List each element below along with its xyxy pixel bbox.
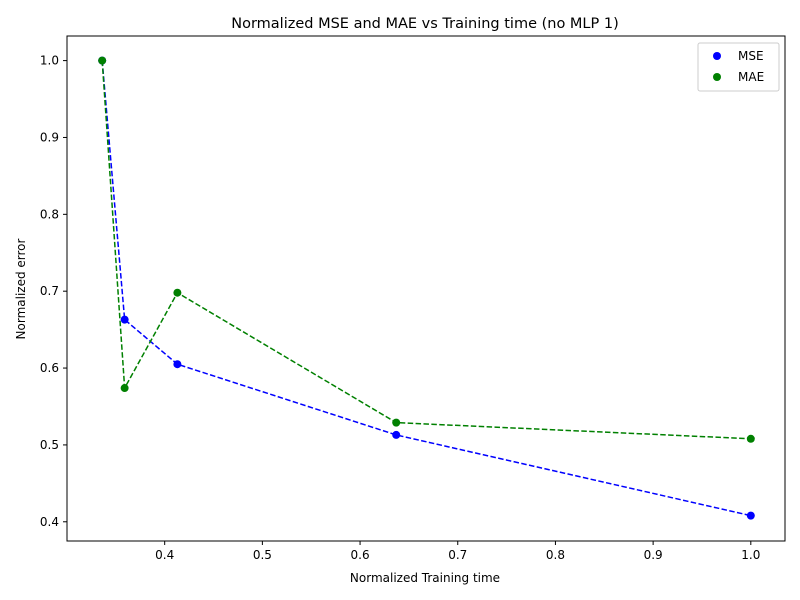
y-tick-label: 0.6 — [40, 361, 59, 375]
x-axis: 0.4 0.5 0.6 0.7 0.8 0.9 1.0 — [155, 541, 760, 562]
y-axis-label: Normalized error — [14, 238, 28, 339]
x-tick-label: 0.6 — [351, 548, 370, 562]
y-tick-label: 0.9 — [40, 130, 59, 144]
x-axis-label: Normalized Training time — [350, 571, 500, 585]
y-tick-label: 0.4 — [40, 515, 59, 529]
x-tick-label: 0.9 — [644, 548, 663, 562]
y-tick-label: 0.7 — [40, 284, 59, 298]
legend-marker-mse — [713, 52, 721, 60]
legend: MSE MAE — [697, 42, 780, 92]
series-line-mae — [101, 60, 751, 440]
y-tick-label: 0.8 — [40, 207, 59, 221]
legend-label-mae: MAE — [738, 70, 764, 84]
y-tick-label: 1.0 — [40, 54, 59, 68]
y-axis: 0.4 0.5 0.6 0.7 0.8 0.9 1.0 — [40, 54, 67, 529]
data-point-mse — [120, 315, 129, 324]
x-tick-label: 0.4 — [155, 548, 174, 562]
data-point-mse — [746, 511, 755, 520]
data-point-mae — [173, 288, 182, 297]
data-point-mae — [120, 384, 129, 393]
data-point-mae — [746, 434, 755, 443]
y-tick-label: 0.5 — [40, 438, 59, 452]
x-tick-label: 1.0 — [741, 548, 760, 562]
plot-content — [98, 56, 755, 520]
data-point-mse — [392, 430, 401, 439]
x-tick-label: 0.8 — [546, 548, 565, 562]
plot-frame — [66, 35, 786, 542]
data-point-mae — [392, 418, 401, 427]
x-tick-label: 0.7 — [448, 548, 467, 562]
series-line-mse — [101, 60, 751, 517]
chart-title: Normalized MSE and MAE vs Training time … — [231, 16, 619, 32]
legend-marker-mae — [713, 73, 721, 81]
data-point-mae — [98, 56, 107, 65]
data-point-mse — [173, 360, 182, 369]
x-tick-label: 0.5 — [253, 548, 272, 562]
legend-label-mse: MSE — [738, 49, 764, 63]
